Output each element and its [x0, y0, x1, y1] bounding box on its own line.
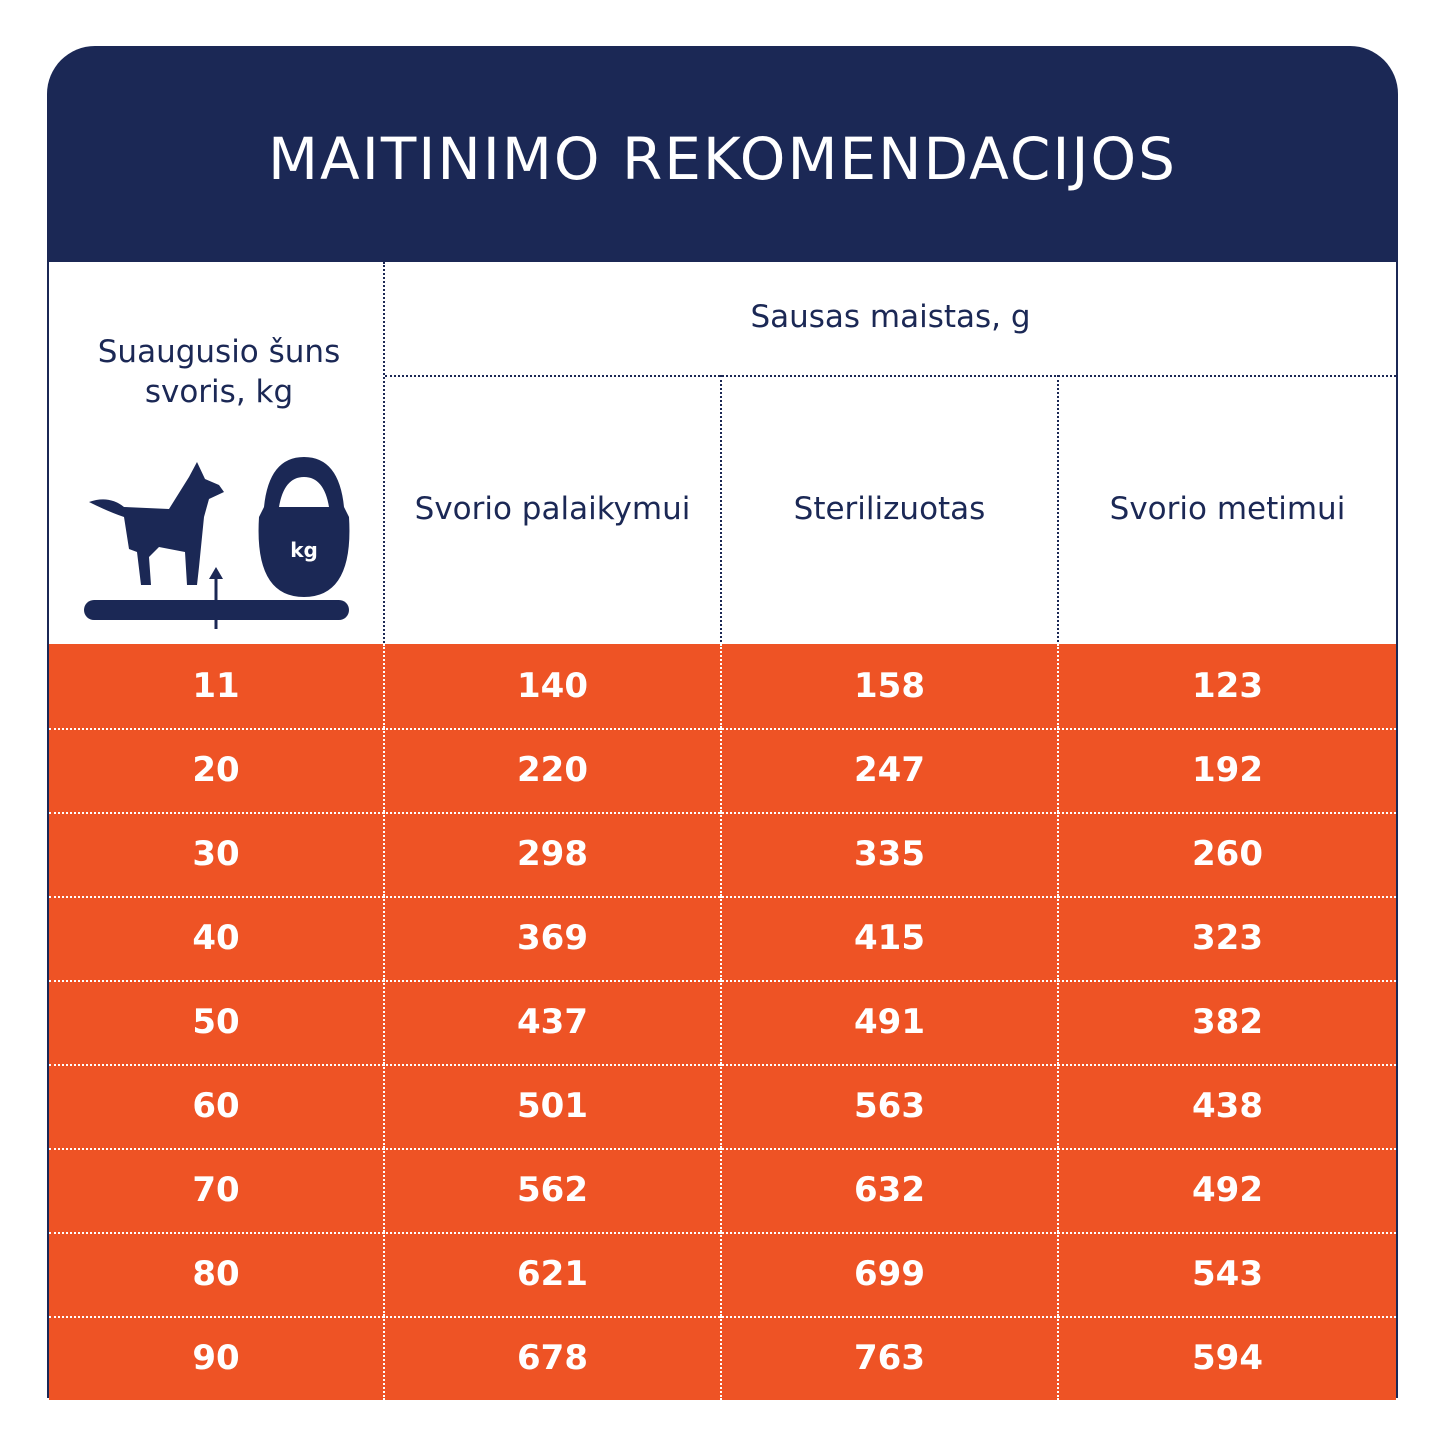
weight-header: Suaugusio šuns svoris, kg — [97, 333, 341, 410]
row-divider — [49, 896, 1396, 898]
group-header: Sausas maistas, g — [750, 299, 1031, 335]
table-cell: 382 — [1192, 1002, 1263, 1042]
header: MAITINIMO REKOMENDACIJOS — [47, 46, 1398, 262]
col-divider — [383, 1316, 385, 1400]
table-cell: 60 — [192, 1086, 240, 1126]
table-row: 20 220 247 192 — [49, 728, 1396, 812]
table-cell: 158 — [854, 666, 925, 706]
col-divider — [1057, 1064, 1059, 1148]
table-cell: 492 — [1192, 1170, 1263, 1210]
table-cell: 699 — [854, 1254, 925, 1294]
table-cell: 415 — [854, 918, 925, 958]
table-cell: 220 — [517, 750, 588, 790]
col-divider — [720, 1064, 722, 1148]
col-divider — [1057, 728, 1059, 812]
row-divider — [49, 728, 1396, 730]
col-divider — [1057, 812, 1059, 896]
row-divider — [49, 1232, 1396, 1234]
col-divider — [1057, 644, 1059, 728]
table-cell: 563 — [854, 1086, 925, 1126]
col-divider — [1057, 1232, 1059, 1316]
col-divider — [383, 644, 385, 728]
table-cell: 80 — [192, 1254, 240, 1294]
table-cell: 50 — [192, 1002, 240, 1042]
table-cell: 192 — [1192, 750, 1263, 790]
col-divider — [720, 896, 722, 980]
dog-icon: kg — [84, 457, 350, 629]
table-row: 30 298 335 260 — [49, 812, 1396, 896]
table-cell: 543 — [1192, 1254, 1263, 1294]
table-cell: 594 — [1192, 1338, 1263, 1378]
table-cell: 335 — [854, 834, 925, 874]
table-cell: 260 — [1192, 834, 1263, 874]
row-divider — [49, 1064, 1396, 1066]
icon-label: kg — [290, 538, 318, 562]
col-divider — [1057, 896, 1059, 980]
col-divider — [383, 896, 385, 980]
table-cell: 369 — [517, 918, 588, 958]
col-divider — [383, 812, 385, 896]
col-divider — [1057, 1148, 1059, 1232]
table-cell: 298 — [517, 834, 588, 874]
table-cell: 70 — [192, 1170, 240, 1210]
card: MAITINIMO REKOMENDACIJOS Suaugusio šuns … — [47, 46, 1398, 1400]
table-cell: 621 — [517, 1254, 588, 1294]
table-cell: 562 — [517, 1170, 588, 1210]
table-cell: 140 — [517, 666, 588, 706]
table-cell: 40 — [192, 918, 240, 958]
table-cell: 30 — [192, 834, 240, 874]
table-cell: 678 — [517, 1338, 588, 1378]
column-header: Svorio palaikymui — [414, 491, 691, 528]
row-divider — [49, 1316, 1396, 1318]
col-divider — [383, 980, 385, 1064]
col-divider — [720, 1232, 722, 1316]
col-divider — [720, 980, 722, 1064]
table-row: 50 437 491 382 — [49, 980, 1396, 1064]
table-cell: 491 — [854, 1002, 925, 1042]
col-divider — [720, 644, 722, 728]
col-divider — [383, 1232, 385, 1316]
table-cell: 247 — [854, 750, 925, 790]
table-row: 60 501 563 438 — [49, 1064, 1396, 1148]
col-divider — [1057, 980, 1059, 1064]
col-divider — [383, 1148, 385, 1232]
row-divider — [49, 812, 1396, 814]
table-row: 11 140 158 123 — [49, 644, 1396, 728]
table-cell: 501 — [517, 1086, 588, 1126]
column-header: Svorio metimui — [1109, 491, 1346, 528]
table-cell: 90 — [192, 1338, 240, 1378]
row-divider — [49, 1148, 1396, 1150]
table-cell: 323 — [1192, 918, 1263, 958]
table-cell: 438 — [1192, 1086, 1263, 1126]
table-cell: 20 — [192, 750, 240, 790]
col-divider — [383, 728, 385, 812]
table: Suaugusio šuns svoris, kg kg Sausas mais… — [47, 262, 1398, 1400]
col-divider — [1057, 1316, 1059, 1400]
column-header: Sterilizuotas — [793, 491, 986, 528]
col-divider — [720, 728, 722, 812]
table-row: 90 678 763 594 — [49, 1316, 1396, 1400]
table-row: 40 369 415 323 — [49, 896, 1396, 980]
table-cell: 632 — [854, 1170, 925, 1210]
table-row: 70 562 632 492 — [49, 1148, 1396, 1232]
table-row: 80 621 699 543 — [49, 1232, 1396, 1316]
col-divider — [720, 1316, 722, 1400]
table-cell: 123 — [1192, 666, 1263, 706]
col-divider — [720, 812, 722, 896]
table-cell: 763 — [854, 1338, 925, 1378]
col-divider — [383, 1064, 385, 1148]
col-divider — [720, 1148, 722, 1232]
row-divider — [49, 980, 1396, 982]
table-cell: 437 — [517, 1002, 588, 1042]
table-cell: 11 — [192, 666, 240, 706]
title: MAITINIMO REKOMENDACIJOS — [268, 125, 1177, 193]
